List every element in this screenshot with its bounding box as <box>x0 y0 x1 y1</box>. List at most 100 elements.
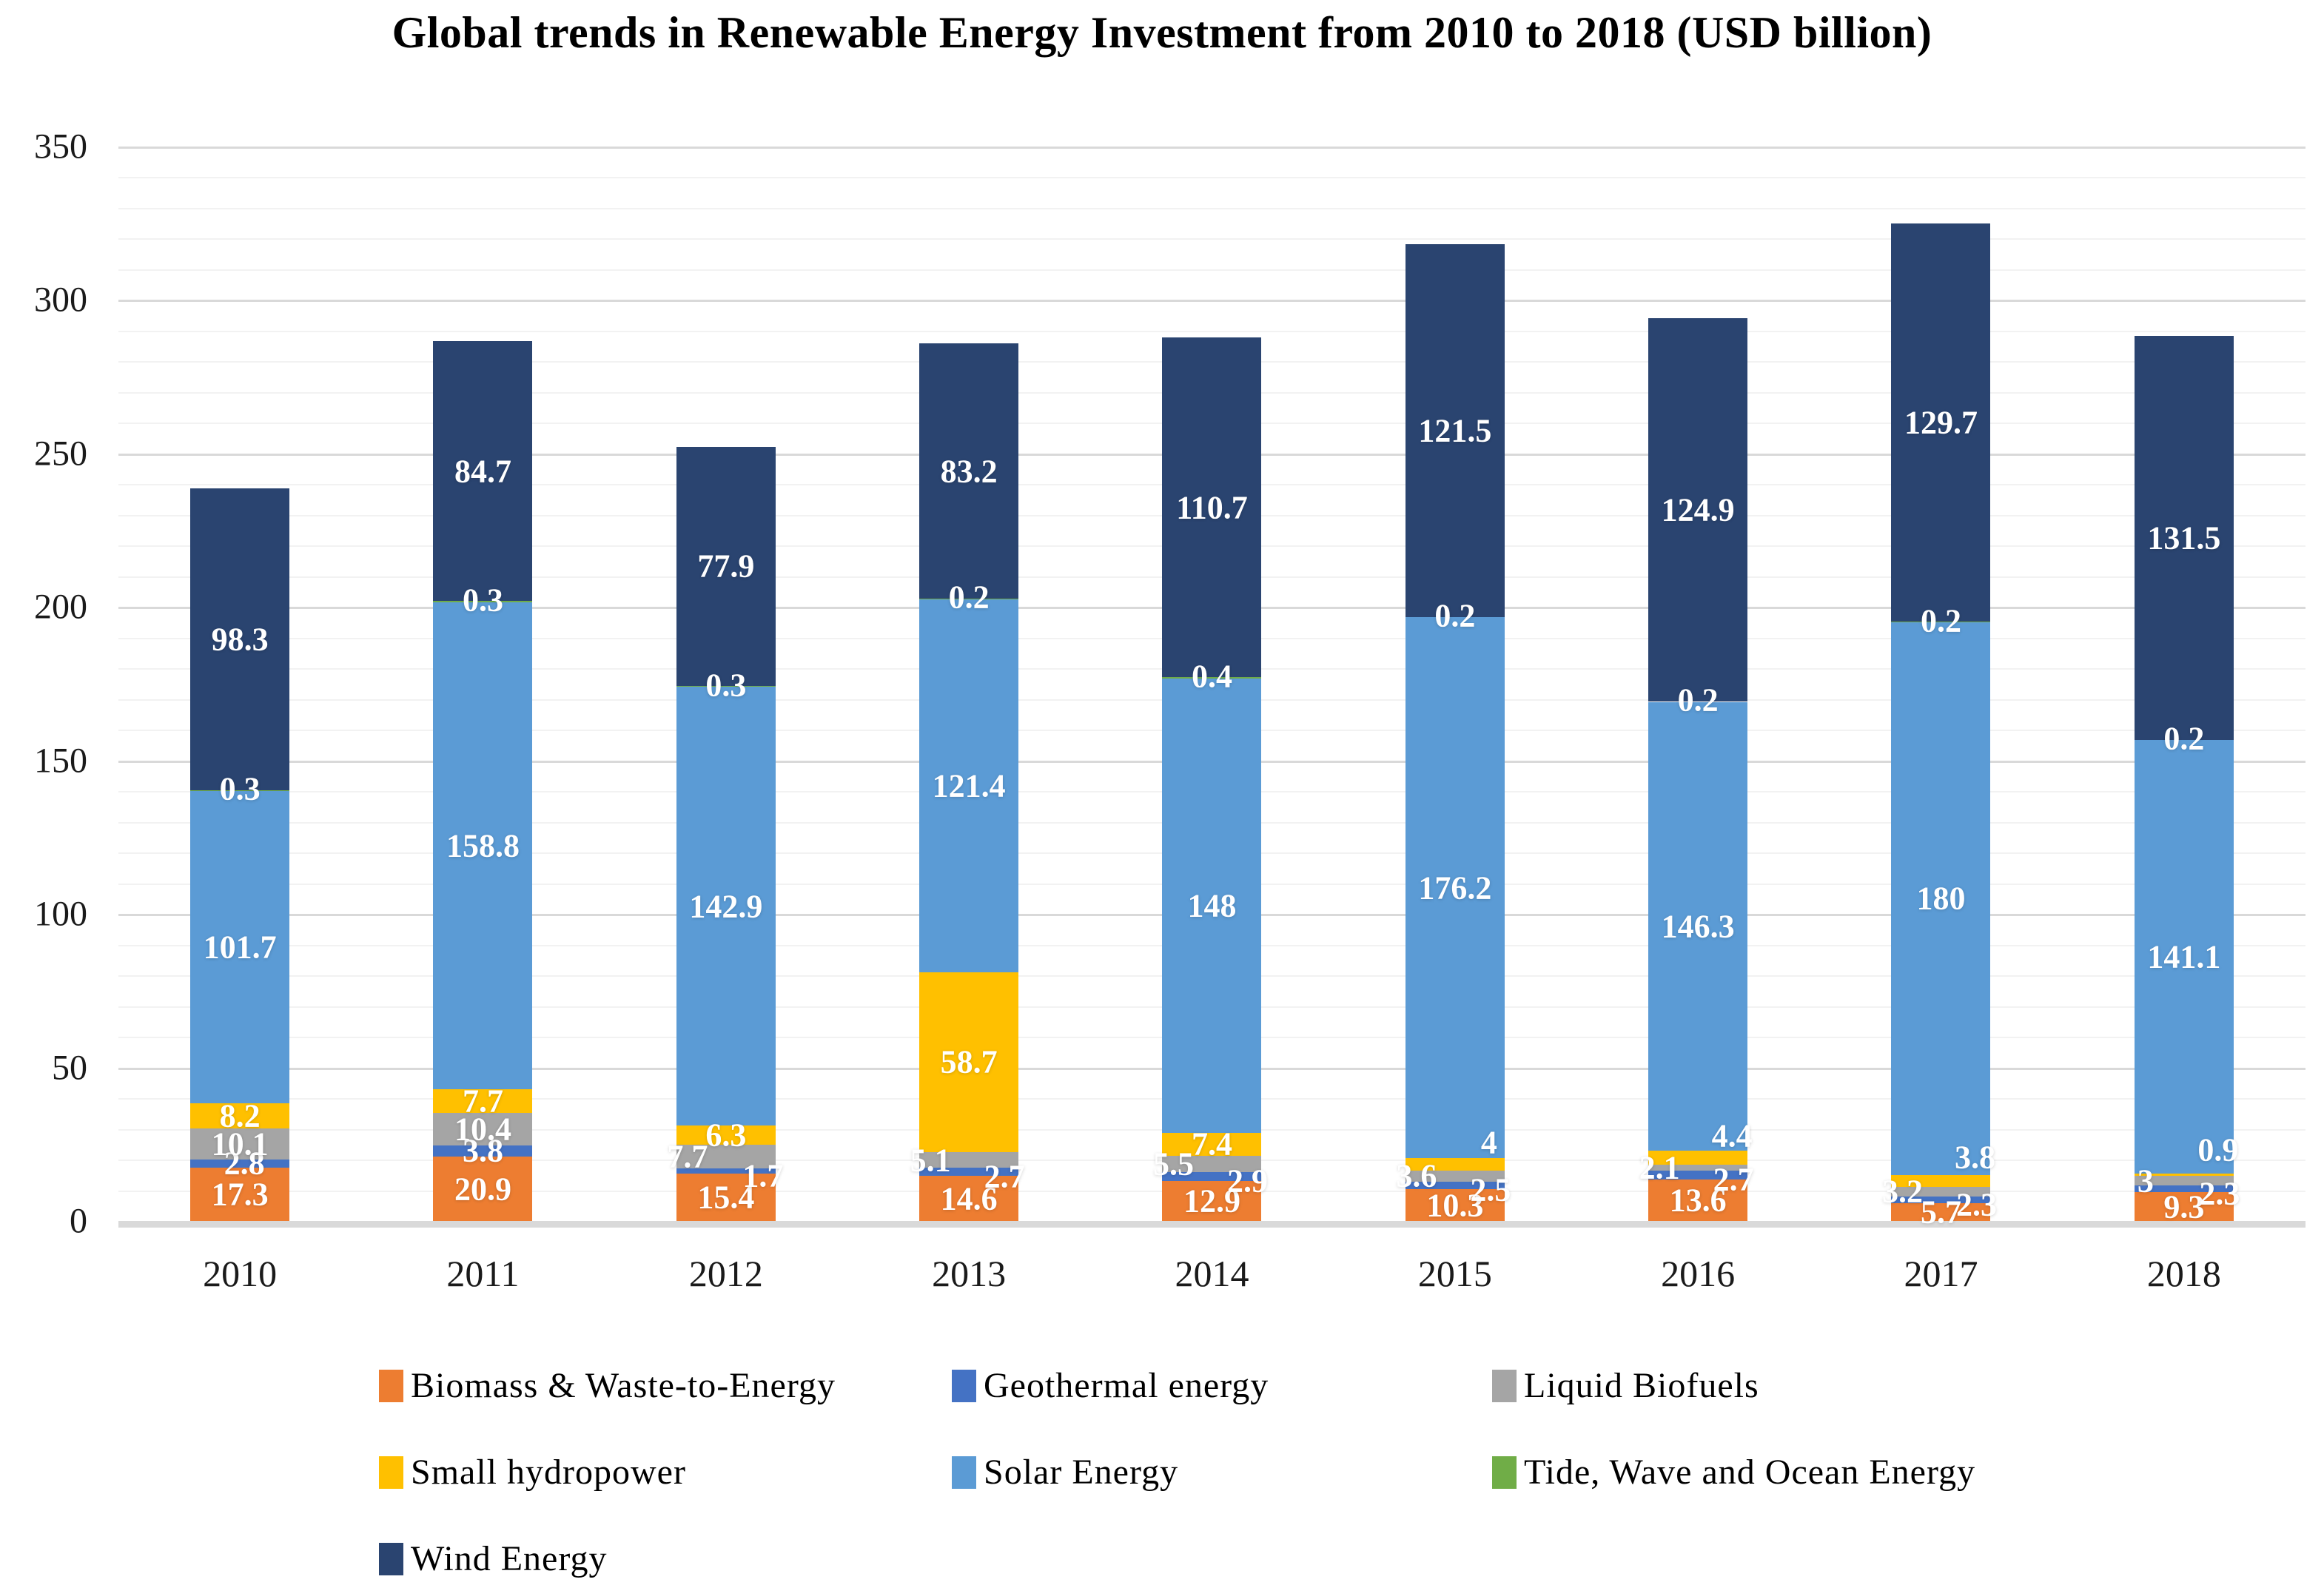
bar-segment-label: 0.9 <box>2197 1131 2239 1168</box>
bar-segment <box>919 1176 1019 1221</box>
legend-swatch-icon <box>1492 1369 1517 1402</box>
x-tick-label: 2018 <box>2146 1253 2221 1294</box>
bar-segment-label: 12.9 <box>1183 1182 1240 1219</box>
x-tick-label: 2015 <box>1417 1253 1492 1294</box>
bar-segment <box>1891 1174 1991 1187</box>
legend-swatch-icon <box>379 1369 403 1402</box>
legend-label: Geothermal energy <box>984 1366 1269 1405</box>
bar-segment-label: 0.3 <box>462 582 503 619</box>
bar-segment-label: 9.3 <box>2163 1188 2205 1225</box>
bar-segment-label: 124.9 <box>1661 491 1735 528</box>
bar-segment-label: 5.1 <box>910 1142 951 1179</box>
legend-label: Small hydropower <box>411 1453 686 1492</box>
bar-segment-label: 131.5 <box>2147 519 2221 556</box>
bar-segment-label: 121.5 <box>1418 412 1492 449</box>
bar-segment-label: 2.3 <box>1955 1186 1997 1223</box>
x-tick-label: 2013 <box>932 1253 1007 1294</box>
bar-segment <box>1162 1172 1262 1182</box>
legend-item: Geothermal energy <box>952 1365 1269 1406</box>
bar-segment <box>676 446 776 686</box>
bar-segment-label: 101.7 <box>203 929 277 966</box>
bar-segment-label: 146.3 <box>1661 908 1735 945</box>
bar-segment <box>1648 1164 1748 1171</box>
bar-segment <box>676 1174 776 1221</box>
bar-segment-label: 3.8 <box>1954 1139 1995 1176</box>
bar-segment <box>433 1145 533 1157</box>
bar-segment <box>433 341 533 602</box>
bar-segment-label: 0.2 <box>1677 682 1719 719</box>
x-tick-label: 2010 <box>203 1253 278 1294</box>
bar-segment <box>2134 1192 2234 1221</box>
bar-segment <box>1648 1151 1748 1165</box>
bar-segment <box>676 1168 776 1174</box>
bar-segment-label: 0.2 <box>1434 597 1476 634</box>
bar-segment-label: 180 <box>1916 880 1966 917</box>
bar-segment <box>1162 1132 1262 1156</box>
bar-2014: 12.9 2.9 5.5 7.4 148 0.4 110.7 <box>1090 147 1333 1221</box>
legend-item: Tide, Wave and Ocean Energy <box>1492 1452 1975 1493</box>
bar-segment-label: 10.4 <box>454 1111 511 1148</box>
bar-segment <box>1891 622 1991 1175</box>
bar-segment-label: 5.5 <box>1152 1145 1194 1182</box>
bar-segment <box>1162 678 1262 1133</box>
bar-segment <box>433 602 533 1090</box>
bar-segment-label: 0.2 <box>2163 720 2205 757</box>
plot-area: 17.3 2.8 10.1 8.2 101.7 0.3 98.3 20.9 3.8 10.4 7.7… <box>118 147 2305 1231</box>
legend-label: Solar Energy <box>984 1453 1179 1492</box>
minor-gridline <box>118 238 2305 240</box>
bar-2010: 17.3 2.8 10.1 8.2 101.7 0.3 98.3 <box>118 147 361 1221</box>
bar-segment <box>190 1103 290 1128</box>
bar-segment-label: 1.7 <box>742 1157 784 1194</box>
bar-segment-label: 0.3 <box>219 770 261 807</box>
bar-segment-label: 13.6 <box>1669 1182 1727 1219</box>
bar-segment <box>190 1128 290 1160</box>
major-gridline <box>118 300 2305 303</box>
bar-segment-label: 98.3 <box>211 621 269 658</box>
bar-segment <box>919 343 1019 599</box>
legend-swatch-icon <box>952 1456 976 1489</box>
bar-segment <box>1405 1158 1505 1171</box>
bar-segment-label: 20.9 <box>454 1171 511 1208</box>
bar-segment-label: 176.2 <box>1418 869 1492 906</box>
bar-segment-label: 158.8 <box>446 827 520 864</box>
bar-2016: 13.6 2.7 2.1 4.4 146.3 0.2 124.9 <box>1576 147 1819 1221</box>
legend-label: Biomass & Waste-to-Energy <box>411 1366 836 1405</box>
legend-swatch-icon <box>379 1542 403 1575</box>
bar-segment <box>190 790 290 1103</box>
y-tick-label: 350 <box>34 127 87 166</box>
bar-segment <box>1648 701 1748 1151</box>
x-axis-line <box>118 1221 2305 1228</box>
bar-segment <box>2134 335 2234 740</box>
bar-segment <box>1891 1203 1991 1221</box>
y-tick-label: 0 <box>70 1201 87 1241</box>
bar-segment <box>1405 617 1505 1159</box>
bar-segment-label: 8.2 <box>219 1097 261 1134</box>
bar-segment <box>2134 1173 2234 1177</box>
bar-segment-label: 2.7 <box>1713 1161 1754 1198</box>
bar-segment <box>433 1113 533 1145</box>
legend-item: Biomass & Waste-to-Energy <box>379 1365 836 1406</box>
bar-segment <box>676 687 776 1125</box>
legend-label: Wind Energy <box>411 1539 608 1578</box>
bar-segment <box>1405 1189 1505 1221</box>
y-tick-label: 100 <box>34 894 87 934</box>
bar-segment-label: 3.6 <box>1396 1157 1437 1194</box>
bar-segment-label: 2.7 <box>984 1158 1025 1195</box>
bar-segment-label: 7.7 <box>667 1138 708 1175</box>
bar-2013: 14.6 2.7 5.1 58.7 121.4 0.2 83.2 <box>847 147 1090 1221</box>
bar-segment-label: 2.8 <box>224 1145 265 1182</box>
bar-segment-label: 3 <box>2137 1162 2154 1199</box>
bar-segment <box>676 1125 776 1145</box>
bar-segment-label: 148 <box>1187 887 1237 924</box>
bar-segment-label: 5.7 <box>1920 1194 1961 1231</box>
bar-segment <box>1891 223 1991 622</box>
bar-segment-label: 3.8 <box>462 1132 503 1169</box>
bar-segment <box>919 972 1019 1153</box>
minor-gridline <box>118 269 2305 271</box>
bar-2015: 10.3 2.5 3.6 4 176.2 0.2 121.5 <box>1334 147 1576 1223</box>
bar-segment <box>1162 1181 1262 1221</box>
minor-gridline <box>118 207 2305 209</box>
bar-segment <box>1648 1179 1748 1221</box>
bar-segment-label: 7.7 <box>462 1083 503 1120</box>
x-tick-label: 2011 <box>446 1253 520 1294</box>
